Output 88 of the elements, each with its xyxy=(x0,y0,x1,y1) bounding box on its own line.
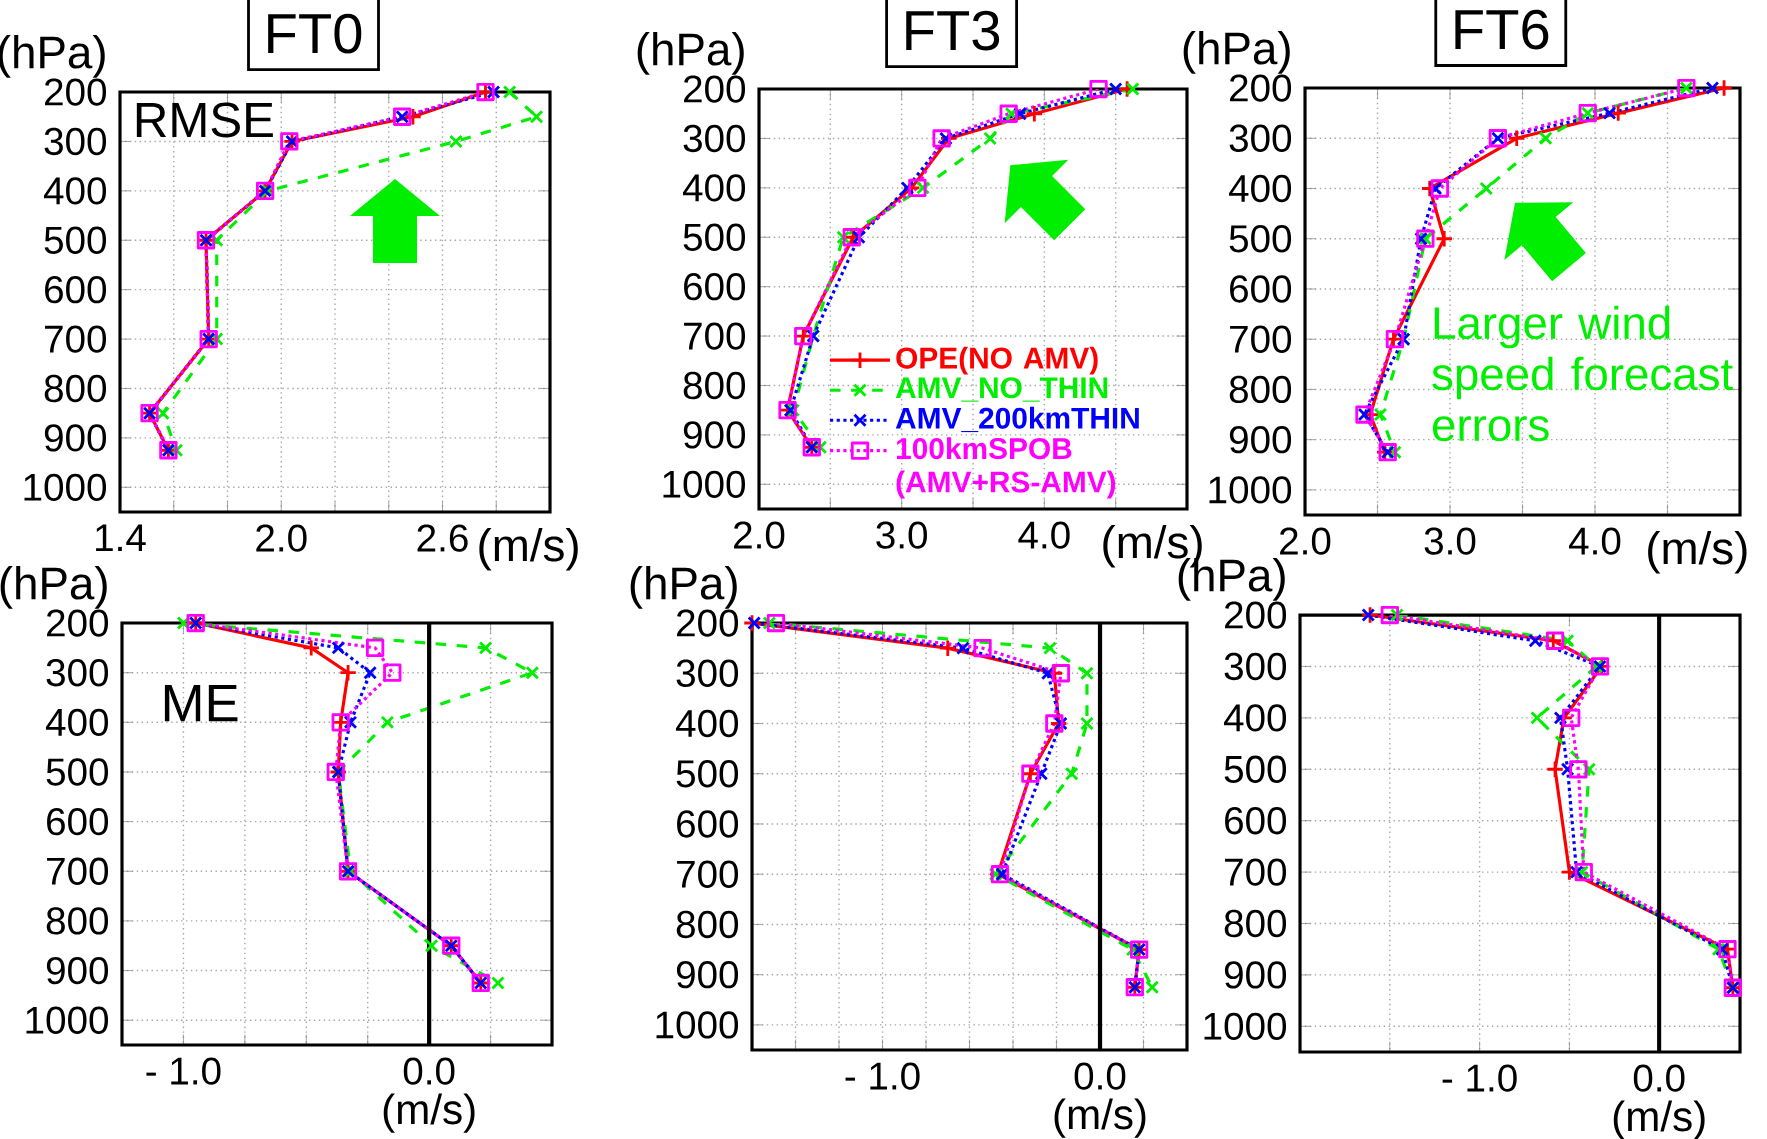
y-tick-label: 600 xyxy=(1230,275,1292,303)
x-tick-label: - 1.0 xyxy=(146,1057,221,1085)
y-tick-label: 500 xyxy=(1224,755,1287,783)
y-axis-title: (hPa) xyxy=(0,566,107,609)
y-tick-label: 800 xyxy=(683,371,746,400)
chart-title: FT0 xyxy=(268,13,362,54)
y-tick-label: 800 xyxy=(44,374,107,403)
x-tick-label: - 1.0 xyxy=(1442,1064,1517,1092)
y-tick-label: 700 xyxy=(1230,325,1292,353)
y-tick-label: 900 xyxy=(1229,426,1292,454)
chart-title: FT6 xyxy=(1455,9,1549,50)
y-tick-label: 900 xyxy=(1224,961,1287,989)
y-tick-label: 200 xyxy=(45,78,107,106)
y-tick-label: 500 xyxy=(1229,225,1292,253)
x-axis-title: (m/s) xyxy=(1613,1100,1705,1139)
y-tick-label: 700 xyxy=(47,857,109,885)
y-tick-label: 400 xyxy=(1223,704,1287,732)
x-tick-label: 0.0 xyxy=(1633,1064,1685,1092)
legend-label: OPE(NO AMV) xyxy=(896,346,1098,375)
y-tick-label: 1000 xyxy=(663,470,746,498)
x-tick-label: - 1.0 xyxy=(845,1062,920,1090)
y-tick-label: 900 xyxy=(46,956,109,985)
x-tick-label: 2.6 xyxy=(417,524,468,552)
x-tick-label: 3.0 xyxy=(876,521,927,549)
y-tick-label: 900 xyxy=(676,961,739,989)
y-tick-label: 300 xyxy=(1224,652,1287,681)
y-tick-label: 500 xyxy=(46,758,109,786)
y-tick-label: 500 xyxy=(683,223,746,251)
x-tick-label: 2.0 xyxy=(734,521,785,549)
y-tick-label: 200 xyxy=(677,609,739,637)
y-axis-title: (hPa) xyxy=(637,32,744,75)
y-tick-label: 400 xyxy=(45,708,109,737)
annotation: ME xyxy=(164,685,238,722)
y-tick-label: 1000 xyxy=(24,473,107,501)
y-tick-label: 800 xyxy=(46,907,109,935)
y-tick-label: 600 xyxy=(45,276,107,304)
y-tick-label: 600 xyxy=(684,273,746,301)
y-tick-label: 500 xyxy=(676,760,739,788)
y-tick-label: 300 xyxy=(683,124,746,153)
y-tick-label: 500 xyxy=(44,226,107,254)
x-tick-label: 3.0 xyxy=(1424,527,1476,555)
y-tick-label: 400 xyxy=(43,177,107,205)
y-tick-label: 300 xyxy=(46,659,109,687)
y-tick-label: 400 xyxy=(682,174,746,202)
y-tick-label: 300 xyxy=(44,127,107,156)
x-axis-title: (m/s) xyxy=(1054,1098,1146,1138)
x-tick-label: 1.4 xyxy=(96,524,146,552)
y-axis-title: (hPa) xyxy=(630,566,737,609)
y-tick-label: 700 xyxy=(677,860,739,888)
y-tick-label: 1000 xyxy=(1209,476,1292,504)
chart-title: FT3 xyxy=(906,10,1000,51)
y-tick-label: 800 xyxy=(676,910,739,939)
legend-label: AMV_NO_THIN xyxy=(895,377,1108,402)
y-tick-label: 700 xyxy=(45,325,107,353)
x-tick-label: 4.0 xyxy=(1569,527,1621,555)
y-tick-label: 600 xyxy=(47,807,109,836)
y-tick-label: 1000 xyxy=(656,1011,739,1039)
x-tick-label: 2.0 xyxy=(1280,527,1331,555)
y-tick-label: 200 xyxy=(1230,74,1292,102)
y-tick-label: 600 xyxy=(677,810,739,838)
y-tick-label: 400 xyxy=(675,709,739,738)
annotation: Larger wind speed forecast errors xyxy=(1432,305,1733,442)
y-tick-label: 300 xyxy=(676,659,739,687)
y-tick-label: 800 xyxy=(1229,375,1292,404)
x-tick-label: 0.0 xyxy=(403,1057,455,1085)
x-axis-title: (m/s) xyxy=(479,527,578,571)
y-tick-label: 1000 xyxy=(26,1006,109,1034)
x-tick-label: 4.0 xyxy=(1018,521,1070,549)
y-tick-label: 200 xyxy=(1225,601,1287,629)
y-tick-label: 400 xyxy=(1228,174,1292,203)
x-axis-title: (m/s) xyxy=(383,1093,475,1133)
y-tick-label: 800 xyxy=(1224,909,1287,938)
y-tick-label: 900 xyxy=(683,421,746,449)
x-tick-label: 2.0 xyxy=(256,524,307,552)
legend-label: 100kmSPOB (AMV+RS-AMV) xyxy=(896,437,1116,499)
y-tick-label: 1000 xyxy=(1204,1012,1287,1041)
y-tick-label: 700 xyxy=(1225,858,1287,886)
y-tick-label: 900 xyxy=(44,424,107,452)
y-tick-label: 200 xyxy=(47,609,109,637)
y-tick-label: 600 xyxy=(1225,807,1287,835)
annotation: RMSE xyxy=(136,102,273,138)
y-tick-label: 700 xyxy=(684,322,746,350)
y-tick-label: 200 xyxy=(684,75,746,103)
x-axis-title: (m/s) xyxy=(1648,530,1747,574)
legend-label: AMV_200kmTHIN xyxy=(895,406,1139,433)
x-tick-label: 0.0 xyxy=(1074,1062,1126,1090)
y-axis-title: (hPa) xyxy=(1183,31,1290,74)
y-tick-label: 300 xyxy=(1229,124,1292,152)
